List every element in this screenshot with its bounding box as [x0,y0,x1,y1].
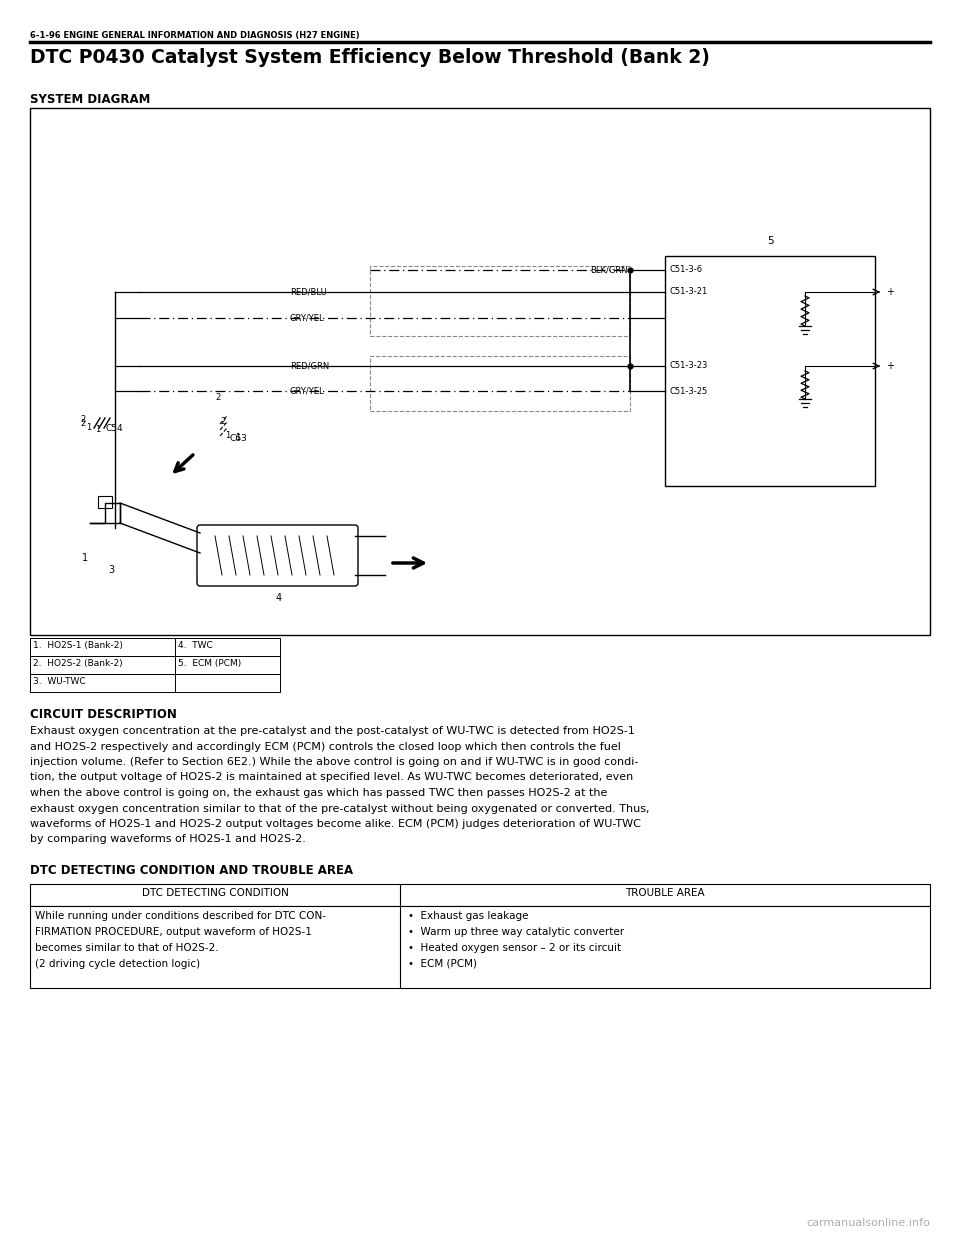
Text: 4.  TWC: 4. TWC [178,641,213,650]
Bar [370,266,630,336]
Text: CIRCUIT DESCRIPTION: CIRCUIT DESCRIPTION [30,708,177,721]
Text: •  Warm up three way catalytic converter: • Warm up three way catalytic converter [408,927,624,937]
Text: 1: 1 [225,431,230,440]
Text: 2: 2 [80,415,85,425]
Text: carmanualsonline.info: carmanualsonline.info [806,1218,930,1228]
Text: TROUBLE AREA: TROUBLE AREA [625,888,705,898]
Text: +: + [886,361,894,370]
Text: +: + [886,287,894,296]
Bar [665,256,875,487]
Text: •  ECM (PCM): • ECM (PCM) [408,960,477,969]
Text: RED/BLU: RED/BLU [290,288,326,296]
Text: 2: 2 [80,419,85,427]
Text: GRY/YEL: GRY/YEL [290,387,324,395]
Text: C51-3-25: C51-3-25 [670,387,708,395]
Text: 2: 2 [220,417,226,426]
Text: DTC DETECTING CONDITION: DTC DETECTING CONDITION [141,888,288,898]
Text: 1.  HO2S-1 (Bank-2): 1. HO2S-1 (Bank-2) [33,641,123,650]
Text: •  Exhaust gas leakage: • Exhaust gas leakage [408,911,529,921]
Text: exhaust oxygen concentration similar to that of the pre-catalyst without being o: exhaust oxygen concentration similar to … [30,804,650,814]
Text: 1: 1 [82,553,88,563]
Text: 5.  ECM (PCM): 5. ECM (PCM) [178,659,241,668]
Text: C54: C54 [105,424,123,433]
Text: Exhaust oxygen concentration at the pre-catalyst and the post-catalyst of WU-TWC: Exhaust oxygen concentration at the pre-… [30,726,635,736]
Text: C51-3-21: C51-3-21 [670,288,708,296]
FancyBboxPatch shape [197,525,358,585]
Bar [30,638,280,656]
Bar [30,107,930,635]
Text: 5: 5 [767,236,774,246]
Text: C63: C63 [229,433,247,443]
Text: 3: 3 [108,564,114,576]
Bar [370,356,630,411]
Text: becomes similar to that of HO2S-2.: becomes similar to that of HO2S-2. [35,944,219,953]
Text: RED/GRN: RED/GRN [290,362,329,370]
Text: injection volume. (Refer to Section 6E2.) While the above control is going on an: injection volume. (Refer to Section 6E2.… [30,757,638,767]
Text: BLK/GRN: BLK/GRN [590,266,628,274]
Text: 6-1-96 ENGINE GENERAL INFORMATION AND DIAGNOSIS (H27 ENGINE): 6-1-96 ENGINE GENERAL INFORMATION AND DI… [30,31,360,40]
Text: DTC DETECTING CONDITION AND TROUBLE AREA: DTC DETECTING CONDITION AND TROUBLE AREA [30,864,353,877]
Text: 2.  HO2S-2 (Bank-2): 2. HO2S-2 (Bank-2) [33,659,123,668]
Text: tion, the output voltage of HO2S-2 is maintained at specified level. As WU-TWC b: tion, the output voltage of HO2S-2 is ma… [30,773,634,783]
Text: 3.  WU-TWC: 3. WU-TWC [33,677,85,685]
Text: 4: 4 [276,593,282,603]
Text: 1: 1 [95,426,100,435]
Bar [30,656,280,674]
Text: DTC P0430 Catalyst System Efficiency Below Threshold (Bank 2): DTC P0430 Catalyst System Efficiency Bel… [30,48,709,67]
Bar [30,674,280,692]
Text: •  Heated oxygen sensor – 2 or its circuit: • Heated oxygen sensor – 2 or its circui… [408,944,621,953]
Text: and HO2S-2 respectively and accordingly ECM (PCM) controls the closed loop which: and HO2S-2 respectively and accordingly … [30,741,621,752]
Text: GRY/YEL: GRY/YEL [290,314,324,322]
Text: SYSTEM DIAGRAM: SYSTEM DIAGRAM [30,93,151,106]
Bar [30,884,930,906]
Text: While running under conditions described for DTC CON-: While running under conditions described… [35,911,326,921]
Text: 2: 2 [215,394,220,403]
Text: 1: 1 [86,424,91,432]
Bar [98,496,112,508]
Text: 1: 1 [235,433,240,442]
Text: C51-3-6: C51-3-6 [670,266,703,274]
Bar [30,906,930,988]
Text: when the above control is going on, the exhaust gas which has passed TWC then pa: when the above control is going on, the … [30,788,608,798]
Text: waveforms of HO2S-1 and HO2S-2 output voltages become alike. ECM (PCM) judges de: waveforms of HO2S-1 and HO2S-2 output vo… [30,819,641,829]
Text: FIRMATION PROCEDURE, output waveform of HO2S-1: FIRMATION PROCEDURE, output waveform of … [35,927,312,937]
Text: C51-3-23: C51-3-23 [670,362,708,370]
Text: (2 driving cycle detection logic): (2 driving cycle detection logic) [35,960,200,969]
Text: by comparing waveforms of HO2S-1 and HO2S-2.: by comparing waveforms of HO2S-1 and HO2… [30,835,306,845]
